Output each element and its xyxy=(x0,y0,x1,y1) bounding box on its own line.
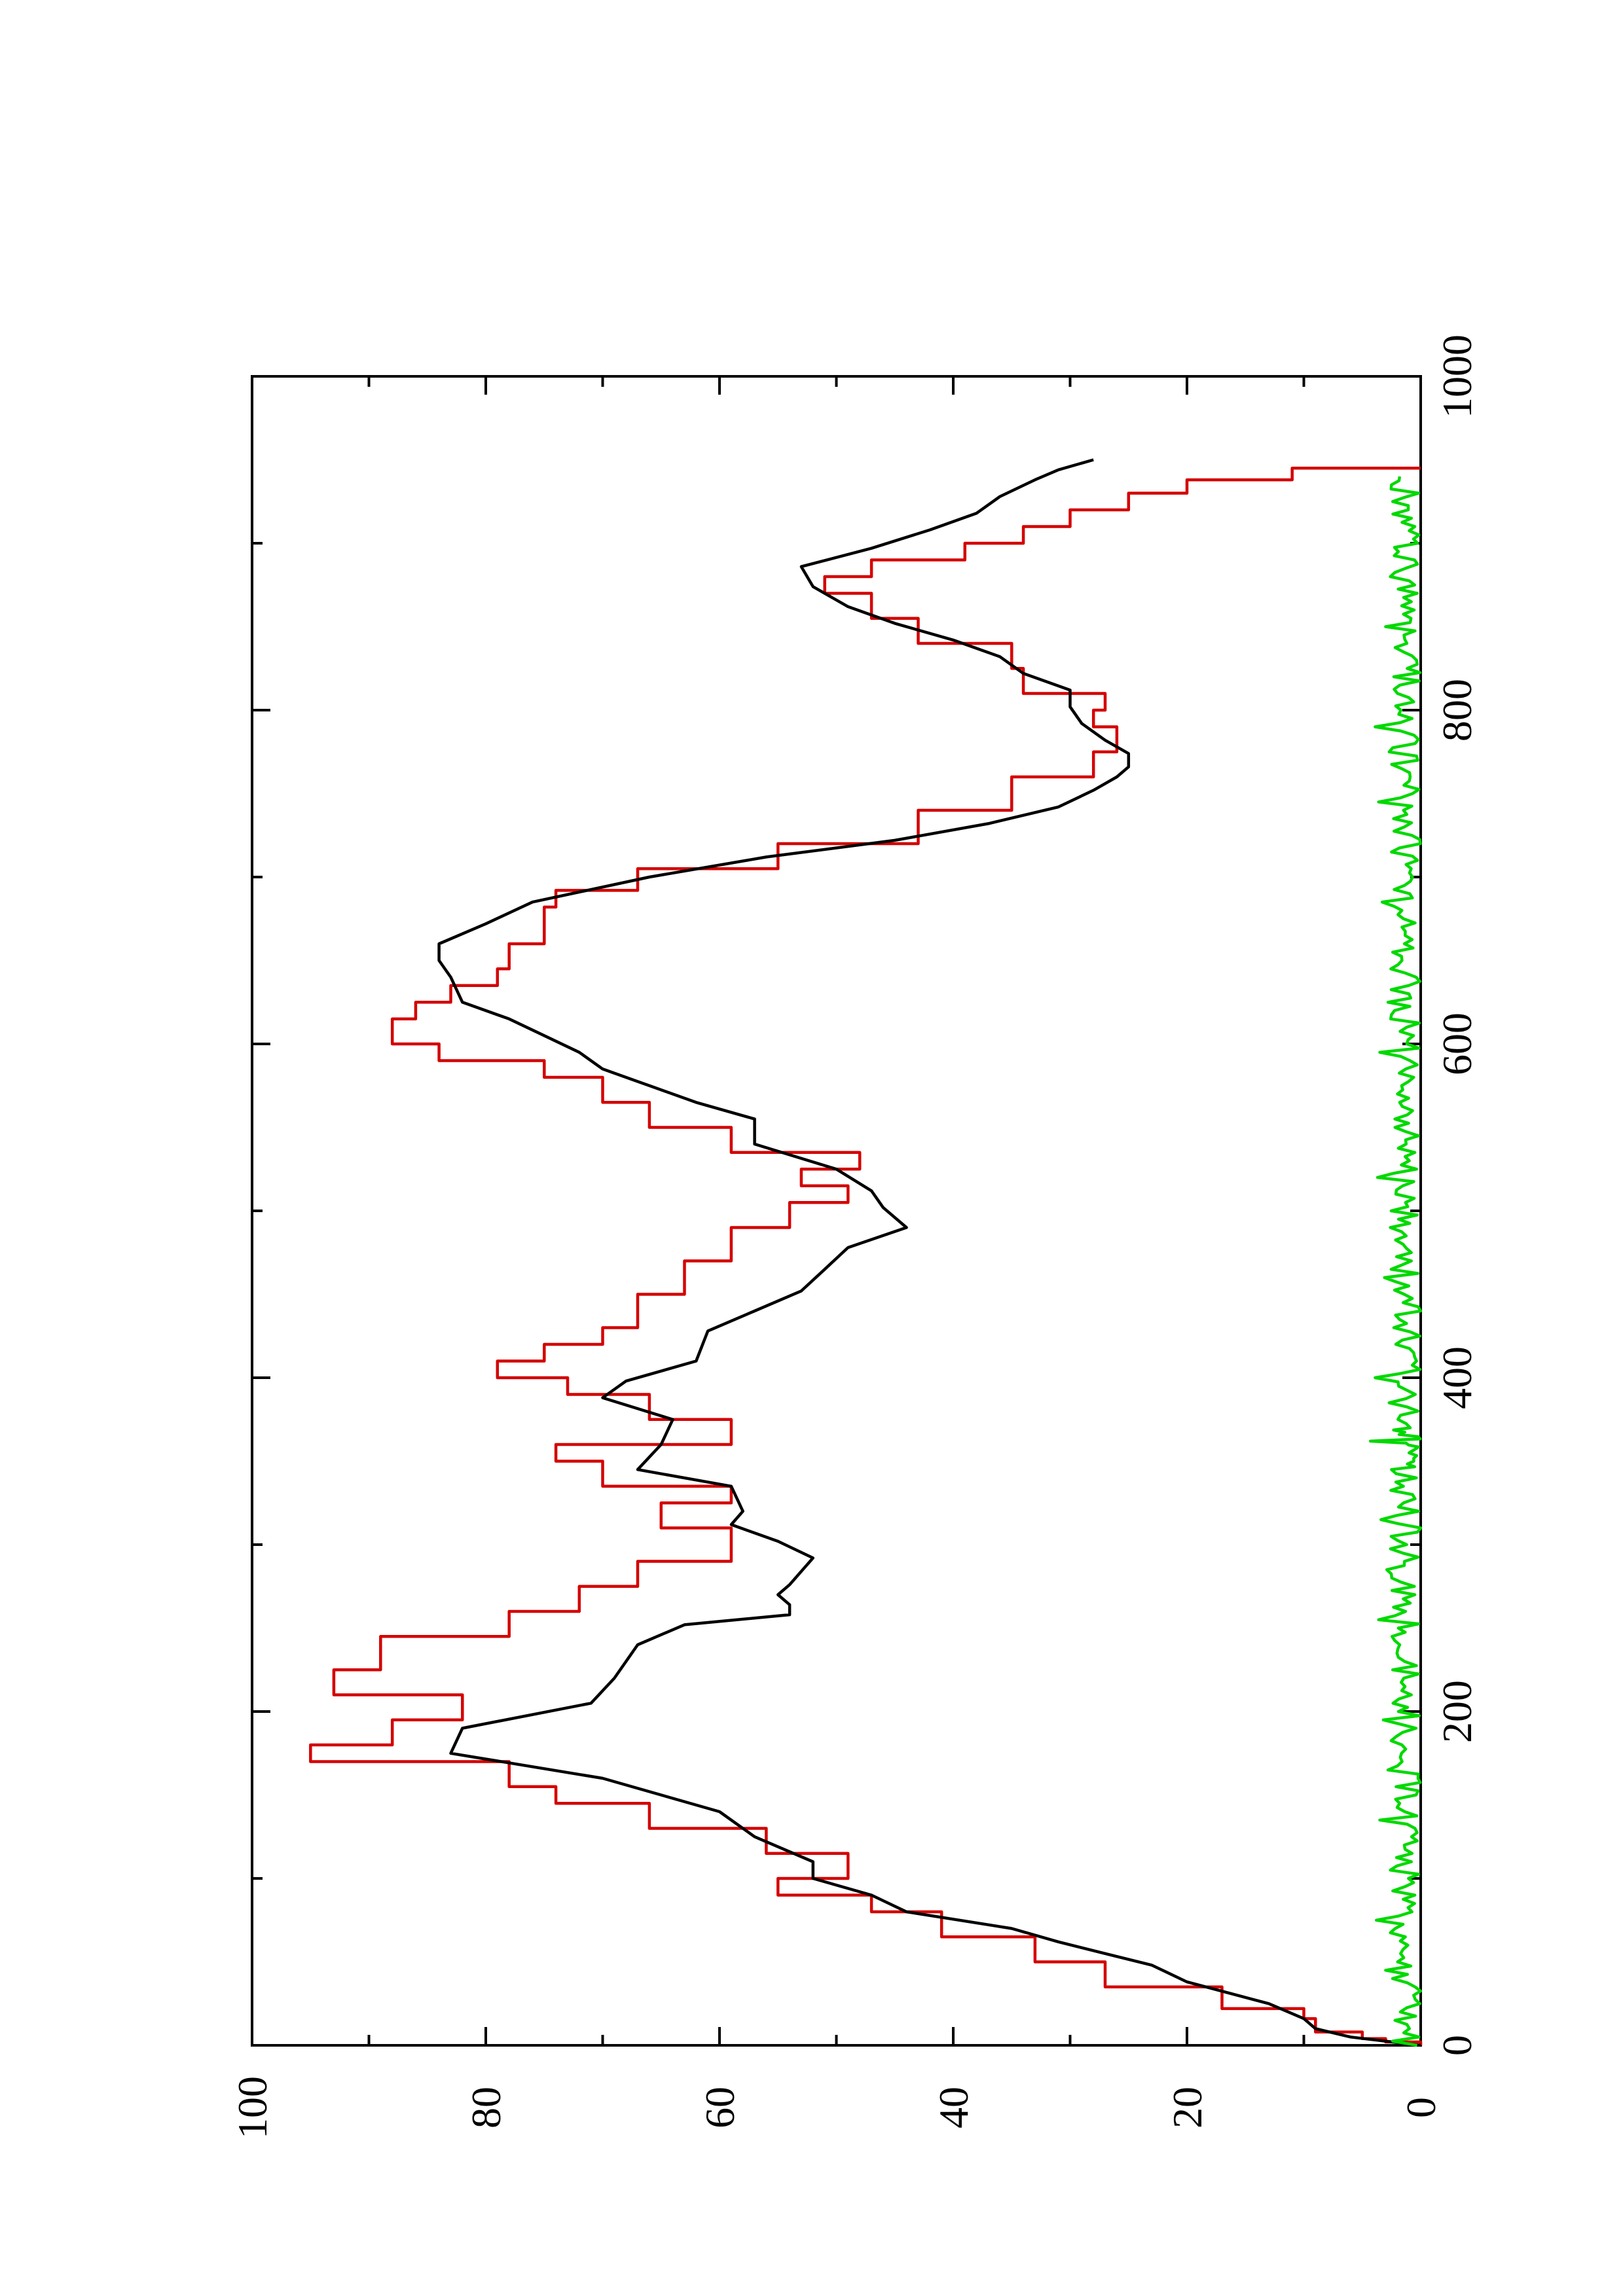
red-step-series xyxy=(309,467,1423,2045)
tick-labels: 0 200 400 600 800 1000 0 20 40 60 80 100 xyxy=(229,334,1480,2139)
x-tick-label: 0 xyxy=(1434,2035,1480,2056)
y-tick-label: 20 xyxy=(1164,2087,1211,2128)
green-noise-series xyxy=(1368,476,1423,2047)
y-tick-label: 40 xyxy=(930,2087,977,2128)
series-lines xyxy=(309,458,1423,2047)
y-tick-label: 0 xyxy=(1398,2097,1444,2118)
y-tick-label: 80 xyxy=(463,2087,509,2128)
x-tick-label: 200 xyxy=(1434,1680,1480,1743)
plot-frame xyxy=(251,375,1422,2047)
x-tick-label: 600 xyxy=(1434,1013,1480,1075)
x-tick-label: 400 xyxy=(1434,1346,1480,1409)
x-tick-label: 800 xyxy=(1434,679,1480,742)
black-smooth-series xyxy=(437,458,1421,2047)
axis-ticks xyxy=(252,376,1421,2045)
y-tick-label: 100 xyxy=(229,2076,276,2139)
plot-area-border xyxy=(251,375,1422,2047)
x-tick-label: 1000 xyxy=(1434,334,1480,418)
y-tick-label: 60 xyxy=(697,2087,743,2128)
